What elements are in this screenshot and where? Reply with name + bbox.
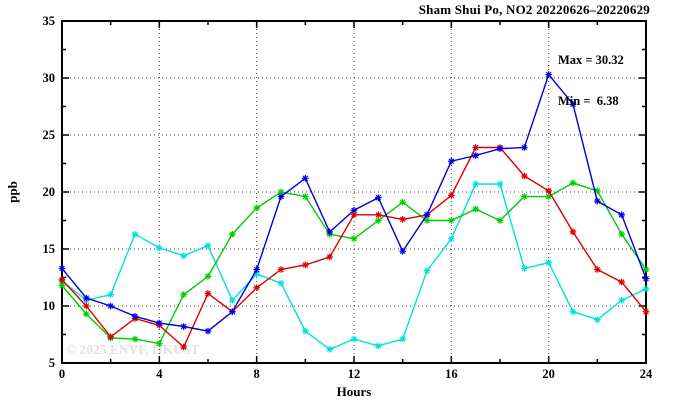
x-tick-label: 12: [348, 367, 361, 381]
series-cyan: [58, 180, 650, 353]
series-green: [58, 179, 650, 347]
y-tick-label: 25: [43, 128, 56, 142]
chart-title: Sham Shui Po, NO2 20220626–20220629: [418, 2, 650, 17]
x-tick-label: 20: [542, 367, 555, 381]
y-tick-label: 5: [49, 356, 55, 370]
series-blue: [58, 71, 650, 335]
tick-labels: 0 4 8 12 16 20 24 5 10 15 20 25 30 35: [43, 14, 654, 381]
y-tick-label: 20: [43, 185, 56, 199]
series-cyan-markers: [58, 180, 650, 353]
x-tick-label: 24: [640, 367, 653, 381]
y-tick-label: 15: [43, 242, 56, 256]
series-blue-markers: [58, 71, 650, 335]
y-axis-label: ppb: [5, 181, 20, 203]
min-annotation: Min = 6.38: [558, 93, 619, 108]
x-tick-label: 8: [254, 367, 260, 381]
gridlines: [62, 21, 646, 363]
x-tick-label: 0: [59, 367, 65, 381]
max-min-annotation: Max = 30.32 Min = 6.38: [558, 27, 624, 135]
y-tick-label: 10: [43, 299, 56, 313]
y-tick-label: 30: [43, 71, 56, 85]
x-axis-label: Hours: [336, 384, 372, 399]
y-tick-label: 35: [43, 14, 56, 28]
series-green-markers: [58, 179, 650, 347]
axis-ticks: [61, 20, 647, 364]
max-annotation: Max = 30.32: [558, 53, 624, 67]
x-tick-label: 4: [156, 367, 163, 381]
x-tick-label: 16: [445, 367, 458, 381]
watermark: © 2025 ENVF, HKUST: [66, 342, 200, 357]
